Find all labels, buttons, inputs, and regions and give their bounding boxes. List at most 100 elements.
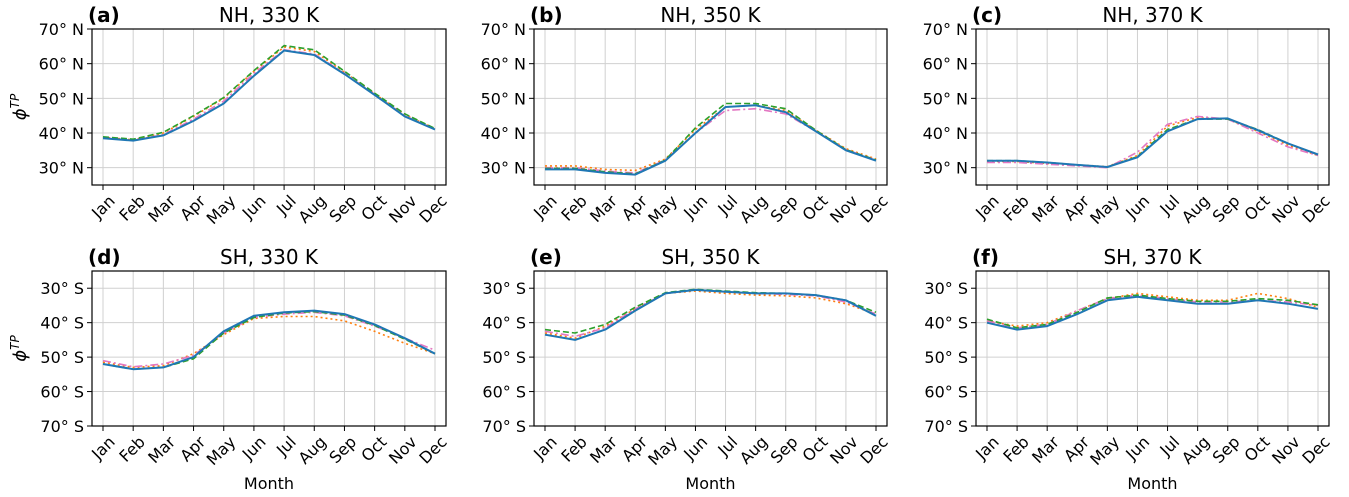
x-tick-label: Dec bbox=[856, 191, 891, 226]
y-tick-label: 70° N bbox=[923, 20, 968, 39]
x-tick-label: Aug bbox=[294, 432, 330, 468]
y-axis-label: ϕTP bbox=[8, 335, 31, 362]
panel-title: SH, 350 K bbox=[661, 245, 760, 269]
x-tick-label: Feb bbox=[115, 432, 148, 465]
x-tick-label: May bbox=[644, 191, 681, 228]
plot-frame bbox=[91, 270, 447, 427]
x-tick-label: Oct bbox=[799, 191, 832, 224]
x-tick-label: Apr bbox=[1060, 191, 1093, 224]
x-tick-label: Jan bbox=[529, 432, 561, 464]
y-tick-label: 40° S bbox=[482, 314, 526, 333]
x-tick-label: Feb bbox=[557, 191, 590, 224]
panel-e: 30° S 40° S 50° S 60° S 70° SJanFebMarAprMay… bbox=[482, 245, 891, 493]
x-tick-label: Oct bbox=[357, 432, 390, 465]
panel-c: 70° N 60° N 50° N 40° N 30° NJanFebMarAprMay… bbox=[923, 3, 1334, 228]
y-tick-label: 30° S bbox=[924, 279, 968, 298]
x-tick-label: May bbox=[203, 191, 240, 228]
series-line-dotted-orange bbox=[102, 46, 436, 141]
panel-title: SH, 330 K bbox=[220, 245, 319, 269]
x-tick-label: Mar bbox=[586, 191, 621, 226]
x-axis-label: Month bbox=[685, 474, 735, 493]
x-tick-label: Apr bbox=[618, 191, 651, 224]
x-tick-label: Feb bbox=[557, 432, 590, 465]
x-tick-label: Jun bbox=[238, 191, 270, 223]
x-tick-label: Apr bbox=[176, 191, 209, 224]
panel-label: (d) bbox=[88, 245, 121, 269]
x-tick-label: Oct bbox=[1241, 191, 1274, 224]
x-tick-label: Nov bbox=[385, 191, 421, 227]
x-tick-label: Aug bbox=[1178, 432, 1214, 468]
x-tick-label: Feb bbox=[115, 191, 148, 224]
x-tick-label: Dec bbox=[415, 432, 450, 467]
y-tick-label: 40° N bbox=[923, 124, 968, 143]
x-tick-label: Sep bbox=[1209, 432, 1244, 467]
x-tick-label: Aug bbox=[736, 191, 772, 227]
y-tick-label: 50° S bbox=[924, 348, 968, 367]
x-tick-label: Jun bbox=[679, 191, 711, 223]
y-tick-label: 60° N bbox=[39, 55, 84, 74]
x-tick-label: May bbox=[1086, 432, 1123, 469]
series-line-solid-blue bbox=[986, 295, 1319, 331]
series-line-dotted-orange bbox=[986, 292, 1319, 327]
x-tick-label: May bbox=[1086, 191, 1123, 228]
y-tick-label: 30° S bbox=[482, 279, 526, 298]
panel-f: 30° S 40° S 50° S 60° S 70° SJanFebMarAprMay… bbox=[924, 245, 1333, 493]
x-tick-label: Dec bbox=[1298, 191, 1333, 226]
y-tick-label: 30° N bbox=[481, 159, 526, 178]
x-tick-label: Mar bbox=[1028, 432, 1063, 467]
x-tick-label: Sep bbox=[325, 191, 360, 226]
x-tick-label: Sep bbox=[325, 432, 360, 467]
x-tick-label: Apr bbox=[618, 432, 651, 465]
y-tick-label: 60° N bbox=[481, 55, 526, 74]
x-tick-label: Dec bbox=[415, 191, 450, 226]
plot-frame bbox=[975, 28, 1330, 186]
x-tick-label: Sep bbox=[1209, 191, 1244, 226]
series-line-dashed-green bbox=[102, 44, 436, 140]
x-tick-label: Aug bbox=[294, 191, 330, 227]
x-axis-label: Month bbox=[1127, 474, 1177, 493]
series-line-dashed-green bbox=[544, 288, 877, 334]
y-tick-label: 70° S bbox=[924, 417, 968, 436]
x-tick-label: May bbox=[644, 432, 681, 469]
x-tick-label: Sep bbox=[767, 191, 802, 226]
y-tick-label: 40° S bbox=[924, 314, 968, 333]
x-tick-label: Mar bbox=[144, 191, 179, 226]
y-tick-label: 50° S bbox=[482, 348, 526, 367]
y-tick-label: 70° S bbox=[482, 417, 526, 436]
series-line-solid-blue bbox=[987, 117, 1319, 168]
panel-label: (f) bbox=[972, 245, 999, 269]
panel-title: NH, 370 K bbox=[1102, 3, 1203, 27]
y-tick-label: 50° S bbox=[40, 348, 84, 367]
y-tick-label: 60° S bbox=[482, 383, 526, 402]
x-tick-label: Feb bbox=[999, 191, 1032, 224]
y-tick-label: 30° N bbox=[923, 159, 968, 178]
panel-label: (a) bbox=[88, 3, 120, 27]
x-tick-label: Apr bbox=[176, 432, 209, 465]
y-tick-label: 70° N bbox=[481, 20, 526, 39]
y-tick-label: 50° N bbox=[923, 89, 968, 108]
x-tick-label: May bbox=[203, 432, 240, 469]
panel-label: (e) bbox=[530, 245, 562, 269]
x-tick-label: Jun bbox=[1121, 432, 1153, 464]
x-axis-label: Month bbox=[244, 474, 294, 493]
x-tick-label: Aug bbox=[1178, 191, 1214, 227]
x-tick-label: Nov bbox=[826, 432, 862, 468]
x-tick-label: Oct bbox=[357, 191, 390, 224]
panel-d: 30° S 40° S 50° S 60° S 70° SJanFebMarAprMay… bbox=[8, 245, 451, 493]
panel-title: NH, 330 K bbox=[219, 3, 320, 27]
x-tick-label: Mar bbox=[586, 432, 621, 467]
panel-label: (b) bbox=[530, 3, 563, 27]
y-tick-label: 60° N bbox=[923, 55, 968, 74]
y-tick-label: 40° S bbox=[40, 314, 84, 333]
y-tick-label: 30° S bbox=[40, 279, 84, 298]
x-tick-label: Sep bbox=[767, 432, 802, 467]
x-tick-label: Jun bbox=[679, 432, 711, 464]
plot-frame bbox=[975, 270, 1330, 427]
panel-label: (c) bbox=[972, 3, 1002, 27]
series-line-dashdot-pink bbox=[987, 115, 1319, 169]
series-line-dashed-green bbox=[986, 294, 1319, 329]
x-tick-label: Jan bbox=[87, 191, 119, 223]
series-line-dotted-orange bbox=[544, 290, 877, 340]
series-line-solid-blue bbox=[544, 288, 877, 341]
plot-frame bbox=[533, 28, 888, 186]
